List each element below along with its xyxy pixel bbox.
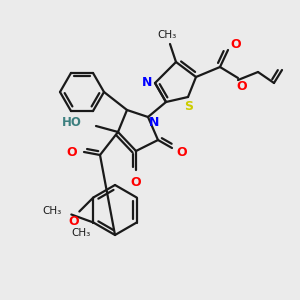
Text: CH₃: CH₃	[158, 30, 177, 40]
Text: HO: HO	[62, 116, 82, 128]
Text: CH₃: CH₃	[42, 206, 61, 217]
Text: O: O	[177, 146, 187, 158]
Text: N: N	[142, 76, 152, 88]
Text: N: N	[149, 116, 159, 130]
Text: O: O	[67, 146, 77, 158]
Text: O: O	[68, 215, 79, 228]
Text: CH₃: CH₃	[72, 229, 91, 238]
Text: O: O	[231, 38, 241, 50]
Text: O: O	[131, 176, 141, 188]
Text: S: S	[184, 100, 194, 112]
Text: O: O	[237, 80, 247, 94]
